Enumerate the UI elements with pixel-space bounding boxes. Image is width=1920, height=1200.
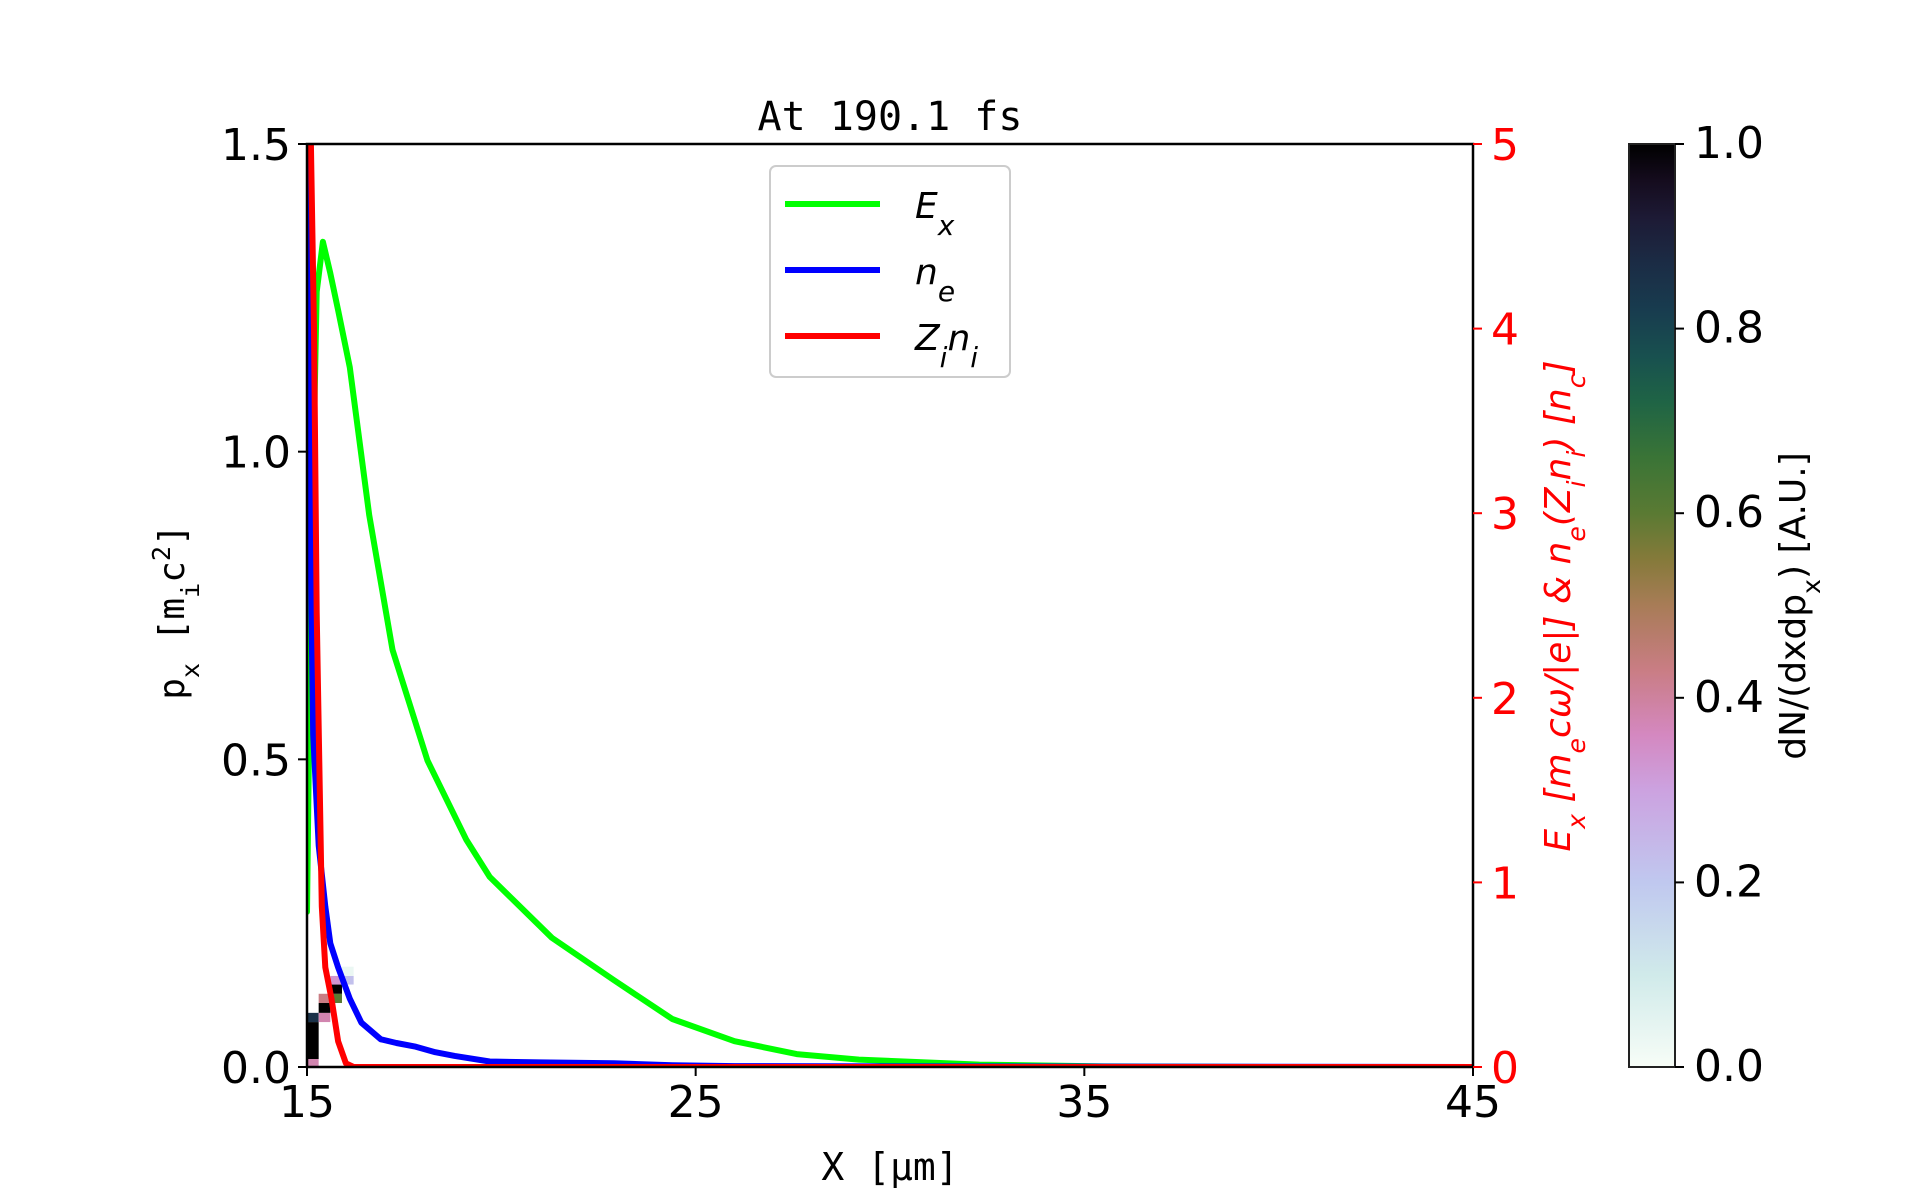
chart-title: At 190.1 fs [758,94,1023,140]
x-tick-label: 35 [1056,1077,1112,1128]
series-lines [307,144,1473,1067]
x-tick-label: 45 [1445,1077,1501,1128]
heatmap-cell [307,1059,319,1067]
series-line [307,144,1473,1067]
y-axis-label-right: Ex [mecω/|e|] & ne(Zini) [nc] [1538,360,1591,851]
phase-space-heatmap [307,966,354,1067]
legend-frame [769,165,1011,378]
y-tick-label-left: 0.0 [221,1043,291,1094]
legend-label: Zini [914,318,978,374]
heatmap-cell [341,966,354,976]
colorbar-tick-label: 0.2 [1694,856,1764,907]
legend-label: ne [915,252,955,308]
heatmap-cell [307,1012,319,1023]
colorbar-tick-label: 0.8 [1694,303,1764,354]
x-tick-label: 15 [279,1077,335,1128]
y-tick-label-right: 4 [1491,305,1519,356]
legend-label: Ex [915,186,955,242]
heatmap-cell [330,984,342,994]
series-line [307,238,1473,1067]
y-tick-label-left: 1.0 [221,428,291,479]
colorbar-tick-label: 0.4 [1694,672,1764,723]
y-tick-label-right: 5 [1491,120,1519,171]
y-tick-label-left: 1.5 [221,120,291,171]
colorbar-label: dN/(dxdpx) [A.U.] [1773,452,1826,760]
y-tick-label-right: 0 [1491,1043,1519,1094]
legend: Ex ne Zini [769,165,1011,378]
axis-labels: X [μm] px [mic2] Ex [mecω/|e|] & ne(Zini) … [147,360,1826,1189]
heatmap-cell [341,975,354,985]
colorbar-tick-label: 0.0 [1694,1041,1764,1092]
heatmap-cell [307,1022,319,1060]
y-tick-label-left: 0.5 [221,735,291,786]
heatmap-cell [318,1003,331,1013]
colorbar: 0.0 0.2 0.4 0.6 0.8 1.0 [1628,118,1764,1092]
plot-frame [305,142,1475,1069]
heatmap-cell [330,975,342,985]
y-tick-label-right: 3 [1491,489,1519,540]
heatmap-cell [318,1012,331,1023]
y-tick-label-right: 1 [1491,858,1519,909]
y-tick-label-right: 2 [1491,674,1519,725]
x-axis-label: X [μm] [821,1145,958,1189]
heatmap-cell [330,993,342,1004]
heatmap-cell [318,993,331,1004]
colorbar-gradient [1628,143,1676,1068]
x-tick-label: 25 [668,1077,724,1128]
y-axis-label-left: px [mic2] [147,524,205,700]
colorbar-tick-label: 0.6 [1694,487,1764,538]
colorbar-tick-label: 1.0 [1694,118,1764,169]
